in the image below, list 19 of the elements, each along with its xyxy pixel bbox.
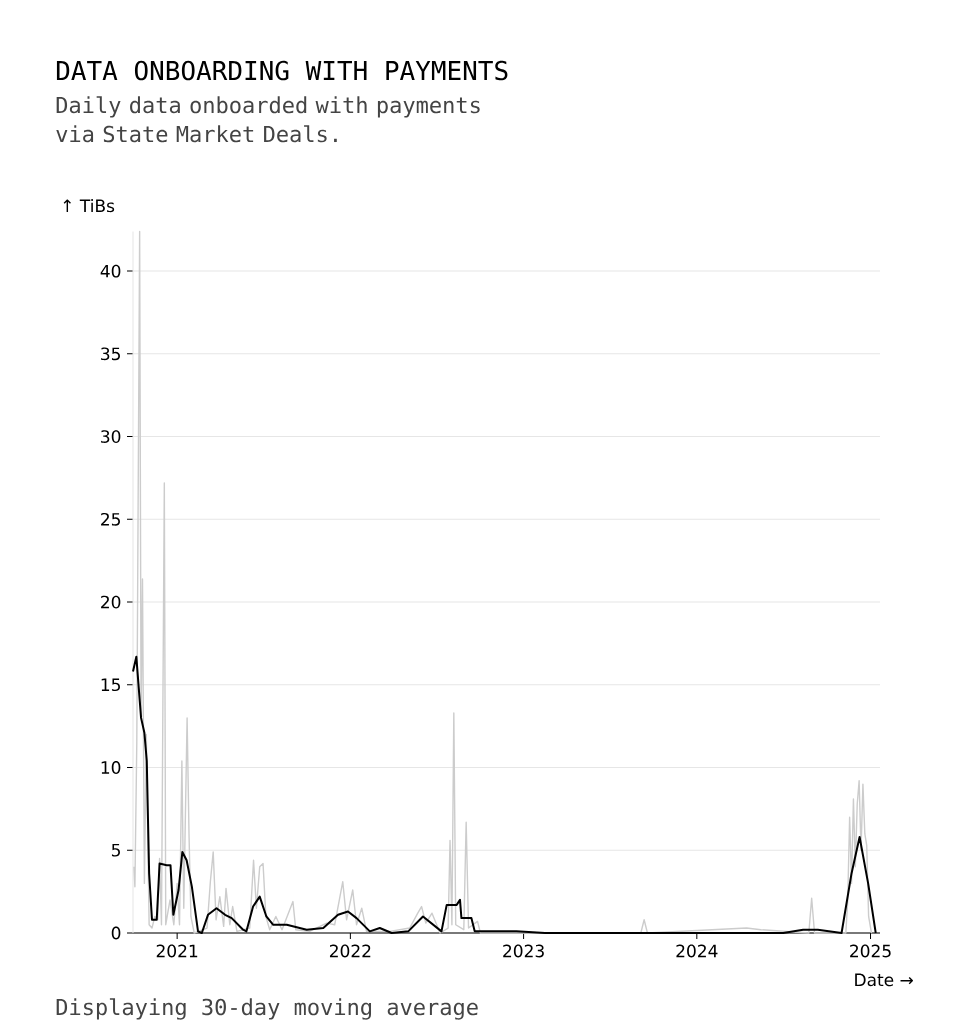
x-tick-label: 2021 <box>156 944 198 958</box>
y-tick-label: 25 <box>101 512 120 526</box>
y-tick-label: 30 <box>101 430 121 444</box>
x-tick-label: 2023 <box>503 944 544 958</box>
text: Displaying 30-day moving average <box>56 998 478 1020</box>
x-axis-title: Date → <box>855 973 913 987</box>
y-tick-label: 5 <box>111 843 120 857</box>
y-tick-label: 0 <box>111 926 121 940</box>
chart-subtitle: Daily data onboarded with payments via State Market Deals. <box>56 96 480 143</box>
chart-title: DATA ONBOARDING WITH PAYMENTS <box>56 60 508 81</box>
x-tick-label: 2025 <box>850 944 891 958</box>
y-tick-label: 40 <box>100 264 121 278</box>
y-tick-label: 15 <box>101 678 120 692</box>
y-axis-title: ↑ TiBs <box>63 199 115 213</box>
y-tick-label: 20 <box>101 595 121 609</box>
y-tick-label: 10 <box>101 761 121 774</box>
x-tick-label: 2024 <box>676 944 718 958</box>
y-tick-label: 35 <box>101 347 120 361</box>
x-tick-label: 2022 <box>329 944 371 958</box>
